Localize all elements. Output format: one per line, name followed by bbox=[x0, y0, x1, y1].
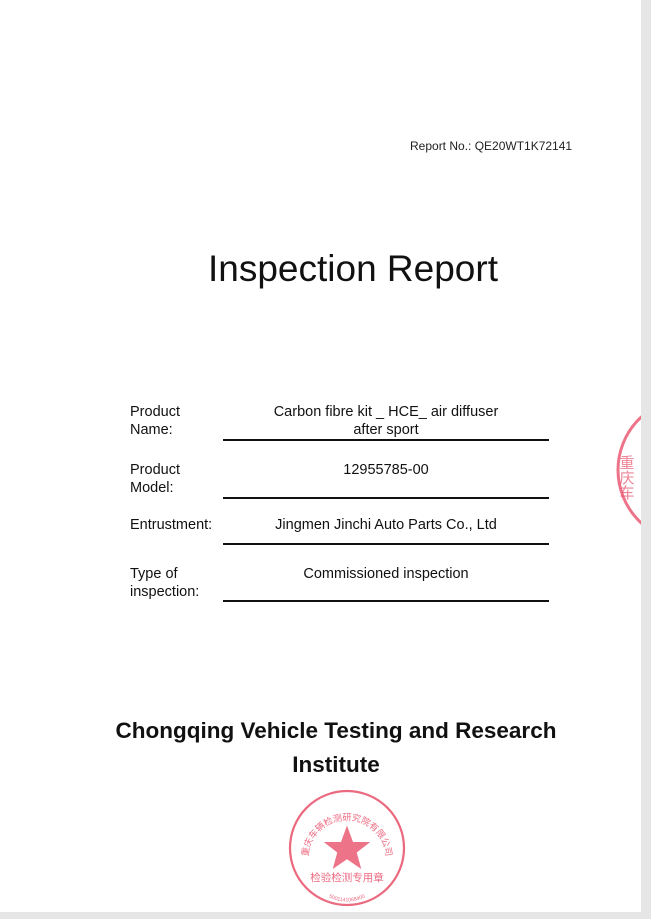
document-page: Report No.: QE20WT1K72141 Inspection Rep… bbox=[0, 0, 641, 912]
field-value: Commissioned inspection bbox=[303, 566, 469, 582]
underline bbox=[223, 543, 549, 545]
report-number: Report No.: QE20WT1K72141 bbox=[410, 139, 573, 153]
field-label: Type of inspection: bbox=[130, 566, 200, 600]
official-seal: 重庆车辆检测研究院有限公司 检验检测专用章 5001141068400 bbox=[288, 789, 406, 907]
field-value: Carbon fibre kit _ HCE_ air diffuser afte… bbox=[273, 404, 499, 438]
underline bbox=[223, 439, 549, 441]
underline bbox=[223, 600, 549, 602]
page-title: Inspection Report bbox=[207, 248, 498, 289]
seal-center-text: 检验检测专用章 bbox=[310, 871, 384, 884]
field-value: 12955785-00 bbox=[343, 462, 429, 478]
field-label: Entrustment: bbox=[130, 517, 213, 533]
underline bbox=[223, 497, 549, 499]
edge-seal: 重庆车 bbox=[616, 415, 641, 525]
seal-number: 5001141068400 bbox=[328, 894, 366, 904]
field-label: Product Model: bbox=[130, 462, 180, 496]
svg-text:5001141068400: 5001141068400 bbox=[328, 894, 366, 904]
field-label: Product Name: bbox=[130, 404, 180, 438]
field-value: Jingmen Jinchi Auto Parts Co., Ltd bbox=[275, 517, 497, 533]
svg-text:重庆车: 重庆车 bbox=[618, 455, 635, 500]
institute-name: Chongqing Vehicle Testing and Research In… bbox=[115, 718, 557, 777]
